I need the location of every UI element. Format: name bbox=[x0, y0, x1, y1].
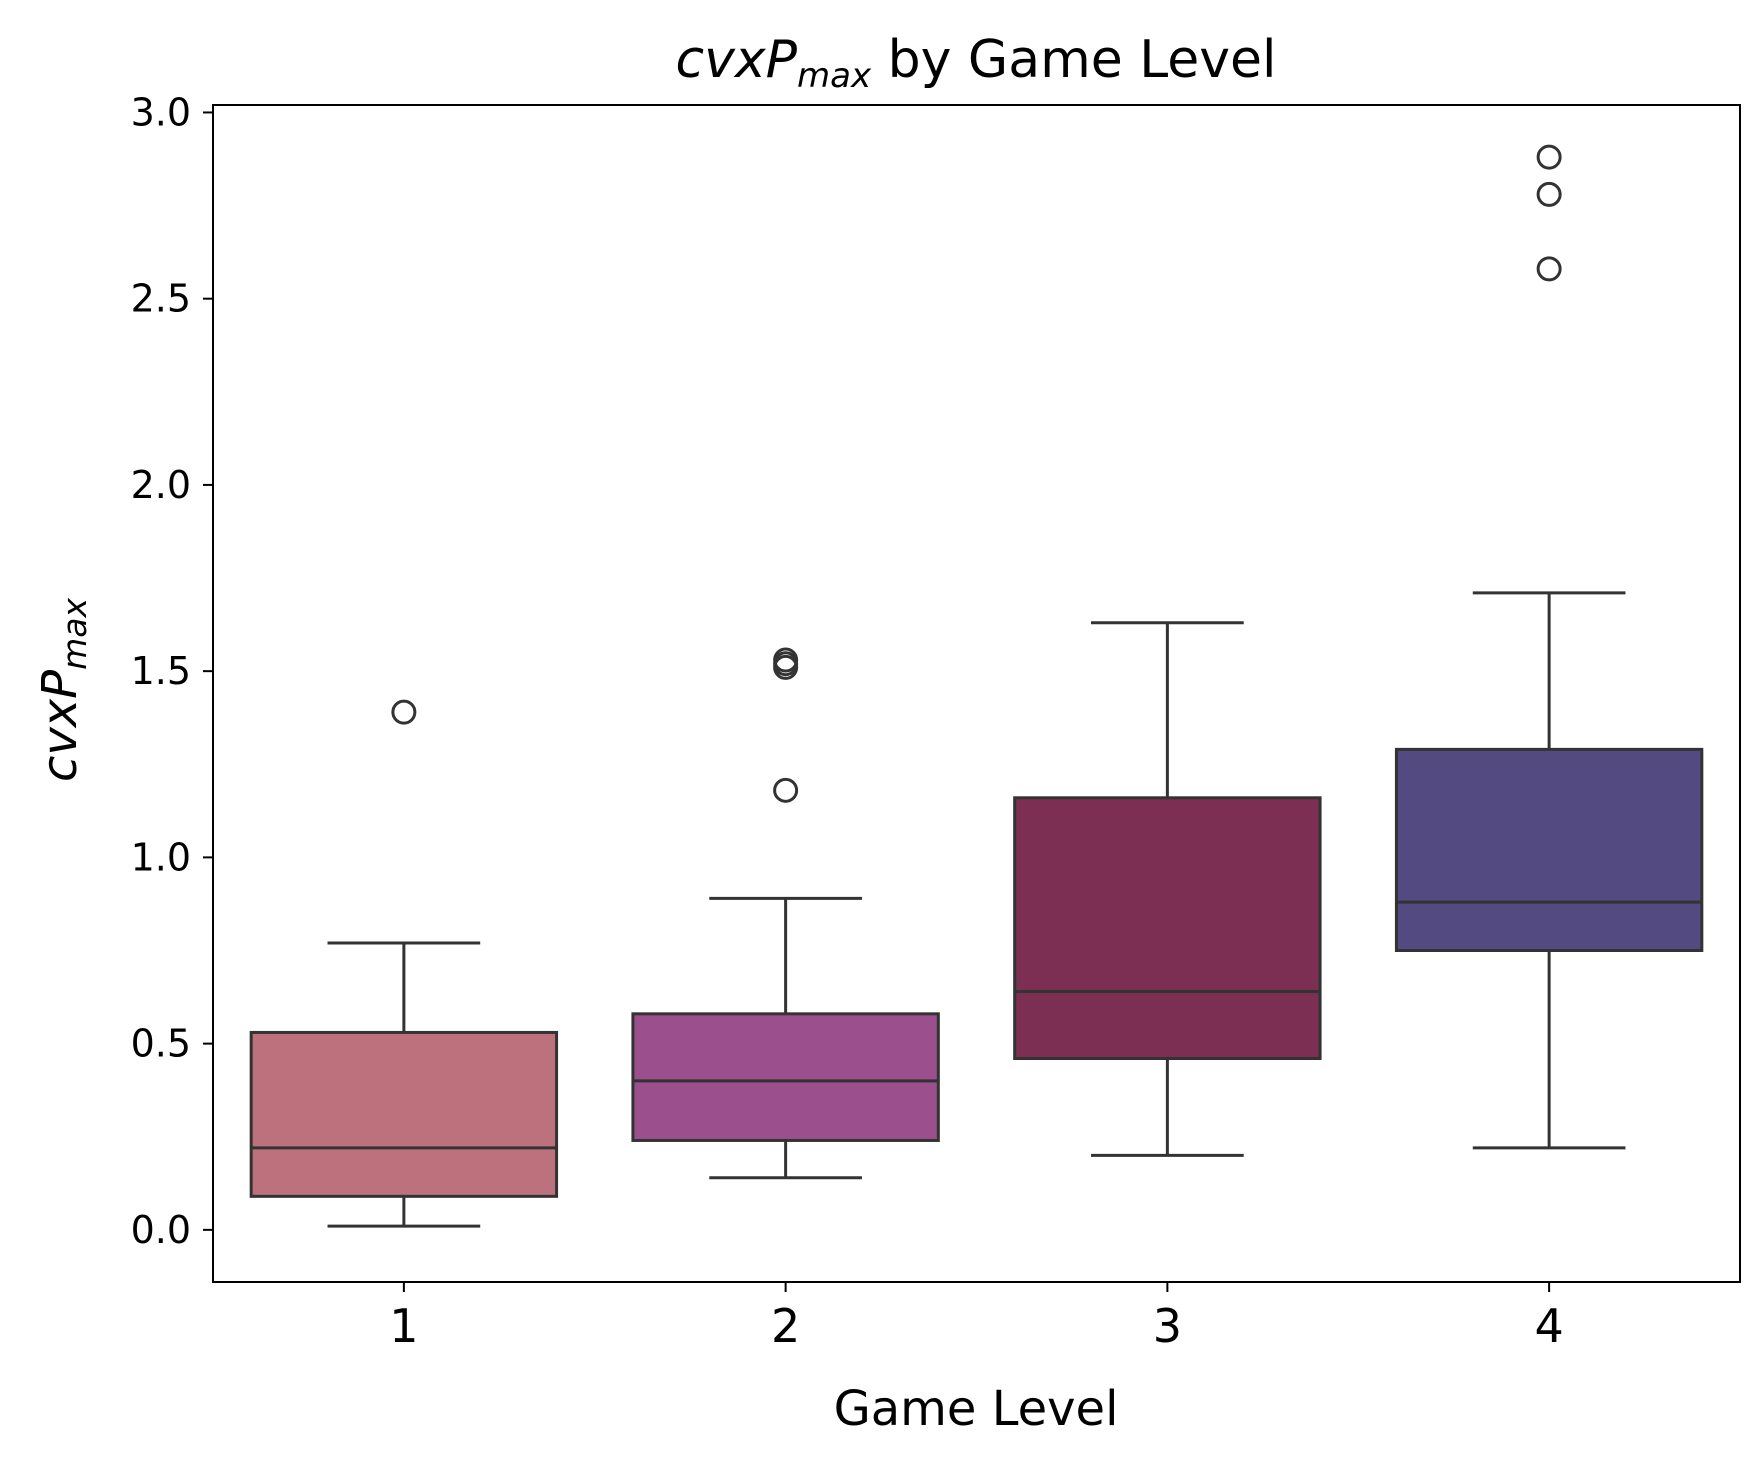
title-rest: by Game Level bbox=[871, 30, 1276, 90]
box-group-level-1 bbox=[249, 941, 559, 1228]
y-tick-label: 0.0 bbox=[131, 1208, 191, 1252]
x-axis: 1 2 3 4 bbox=[389, 1282, 1564, 1353]
x-axis-title: Game Level bbox=[834, 1381, 1119, 1437]
x-tick-label: 2 bbox=[771, 1299, 800, 1353]
iqr-box bbox=[249, 1030, 559, 1198]
y-tick-label: 1.0 bbox=[131, 835, 191, 879]
y-tick-label: 2.0 bbox=[131, 463, 191, 507]
y-axis-title-subscript: max bbox=[55, 598, 94, 670]
y-axis-title-variable: cvxP bbox=[32, 670, 88, 782]
x-tick-label: 4 bbox=[1534, 1299, 1563, 1353]
outlier-point bbox=[1536, 181, 1562, 207]
outlier-point bbox=[1536, 256, 1562, 282]
box-group-level-4 bbox=[1394, 591, 1704, 1150]
outlier-point bbox=[391, 699, 417, 725]
boxes-layer bbox=[249, 591, 1704, 1228]
box-group-level-2 bbox=[631, 896, 940, 1180]
y-tick-label: 1.5 bbox=[131, 649, 191, 693]
plot-frame bbox=[212, 104, 1741, 1283]
outliers-layer bbox=[391, 144, 1562, 803]
x-tick-label: 1 bbox=[389, 1299, 418, 1353]
iqr-box bbox=[1013, 796, 1322, 1061]
iqr-box bbox=[631, 1012, 940, 1142]
outlier-point bbox=[773, 647, 799, 673]
y-tick-label: 2.5 bbox=[131, 277, 191, 321]
box-group-level-3 bbox=[1013, 621, 1322, 1157]
y-axis: 0.0 0.5 1.0 1.5 2.0 2.5 3.0 bbox=[131, 90, 213, 1252]
chart-title: cvxPmax by Game Level bbox=[675, 30, 1276, 96]
title-variable-subscript: max bbox=[797, 56, 872, 96]
y-tick-label: 0.5 bbox=[131, 1022, 191, 1066]
title-variable: cvxP bbox=[675, 30, 797, 90]
outlier-point bbox=[773, 777, 799, 803]
plot-area bbox=[212, 104, 1741, 1283]
y-axis-title: cvxPmax bbox=[32, 598, 94, 783]
y-tick-label: 3.0 bbox=[131, 90, 191, 134]
iqr-box bbox=[1394, 747, 1704, 953]
outlier-point bbox=[1536, 144, 1562, 170]
x-tick-label: 3 bbox=[1153, 1299, 1182, 1353]
